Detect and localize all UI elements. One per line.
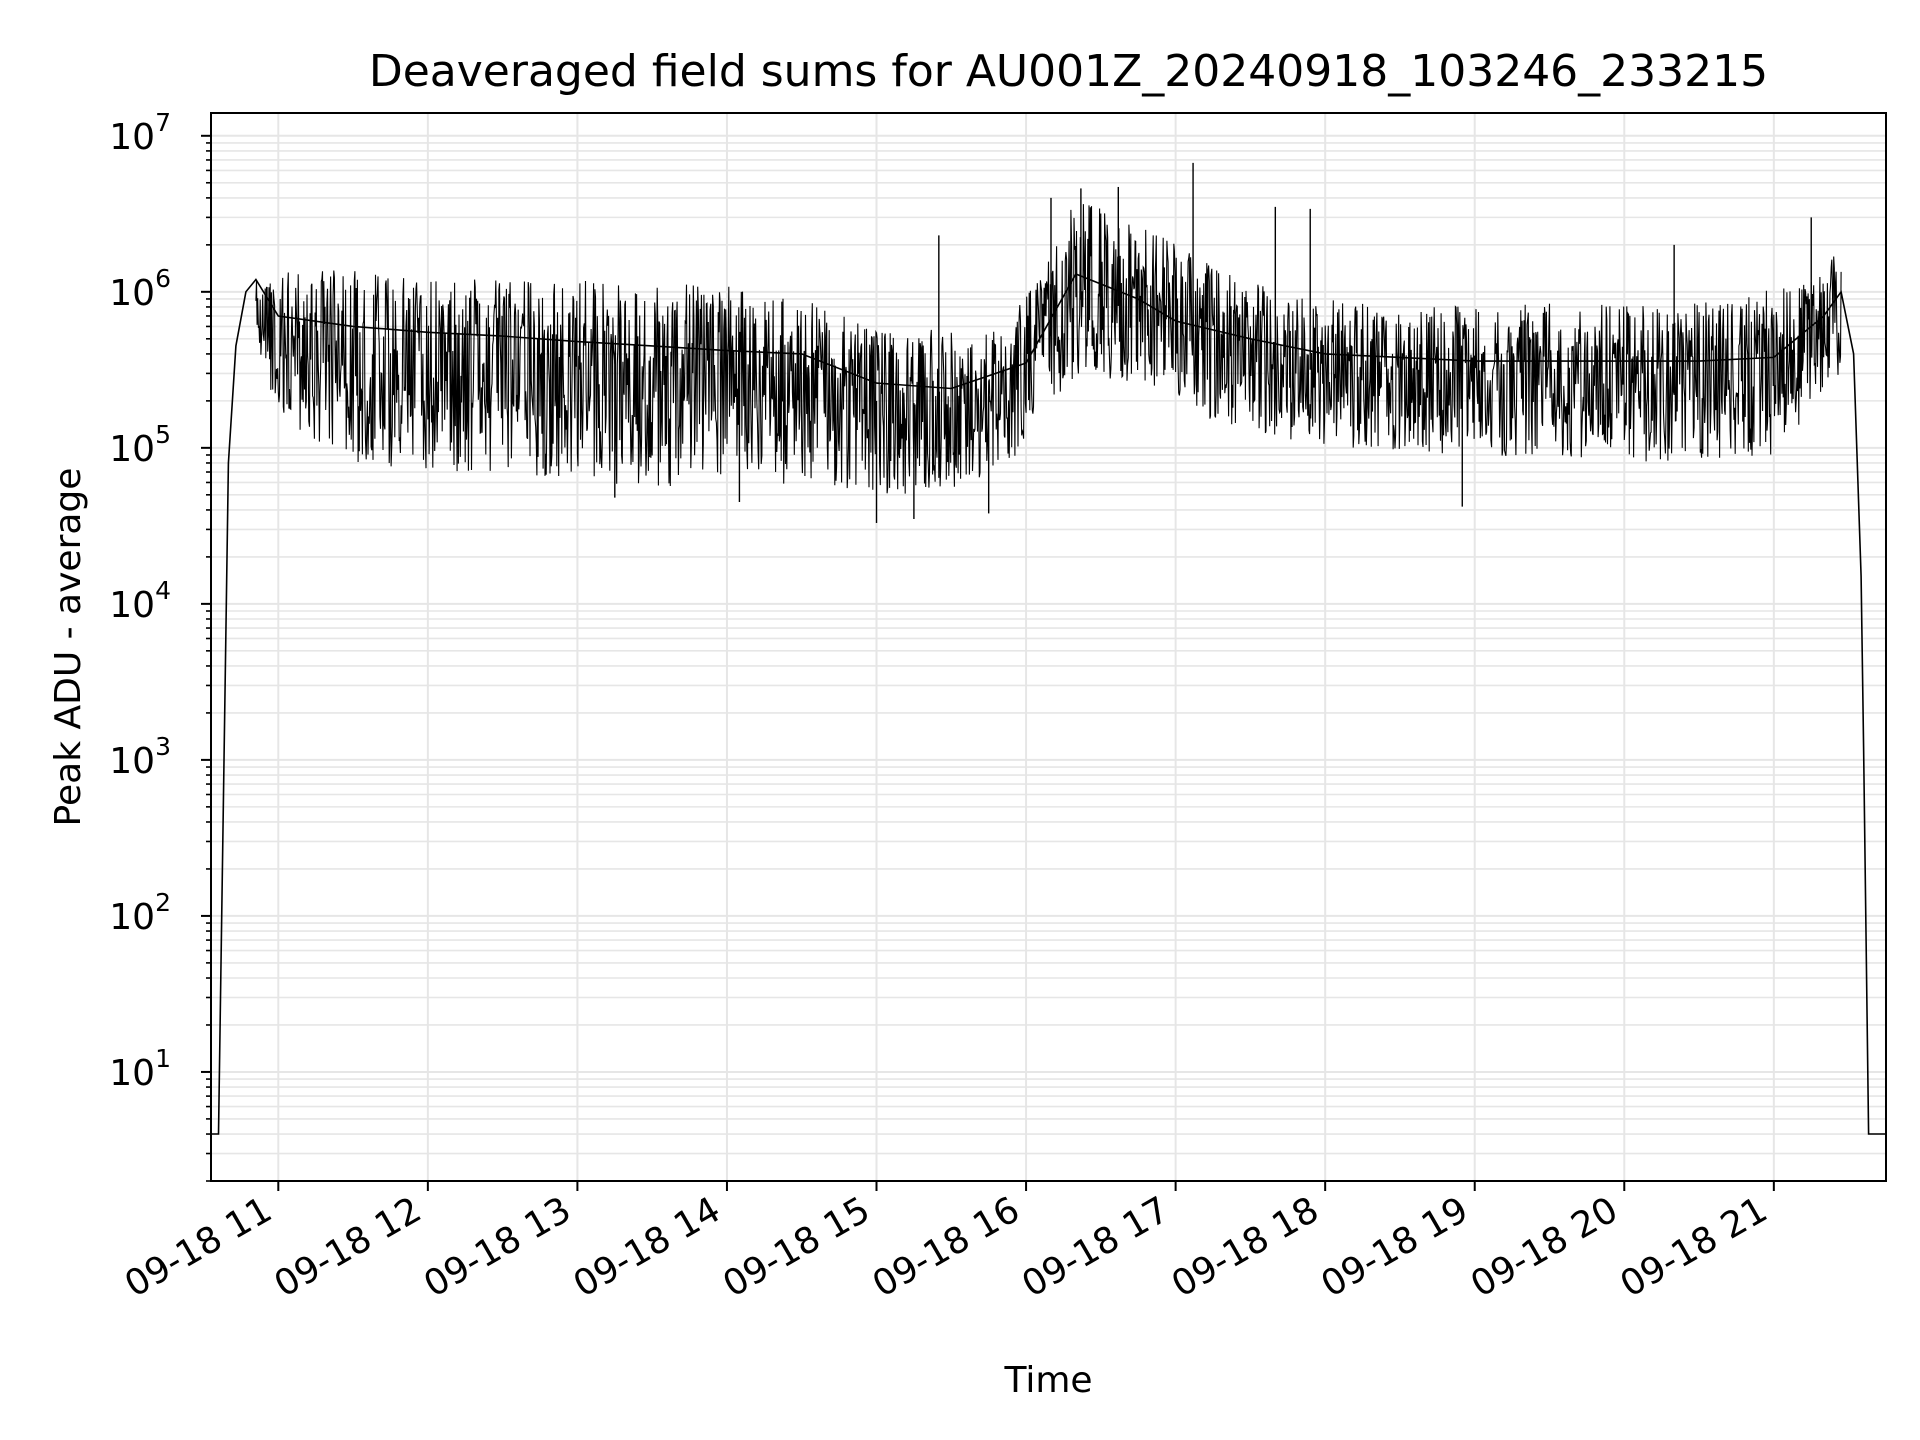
y-axis-label: Peak ADU - average <box>48 468 89 827</box>
chart-title: Deaveraged field sums for AU001Z_2024091… <box>369 46 1768 97</box>
y-tick-label: 105 <box>109 420 171 470</box>
x-axis-label: Time <box>1003 1360 1092 1401</box>
y-tick-label: 106 <box>109 264 171 314</box>
plot-area <box>211 162 1886 1135</box>
grid <box>211 113 1886 1182</box>
y-tick-label: 103 <box>109 732 171 782</box>
series-oscillation <box>255 204 1842 494</box>
y-tick-label: 107 <box>109 108 171 158</box>
y-tick-label: 104 <box>109 576 171 626</box>
series-group <box>211 162 1886 1135</box>
axes-frame <box>210 112 1887 1182</box>
y-tick-label: 102 <box>109 888 171 938</box>
y-tick-label: 101 <box>109 1044 171 1094</box>
